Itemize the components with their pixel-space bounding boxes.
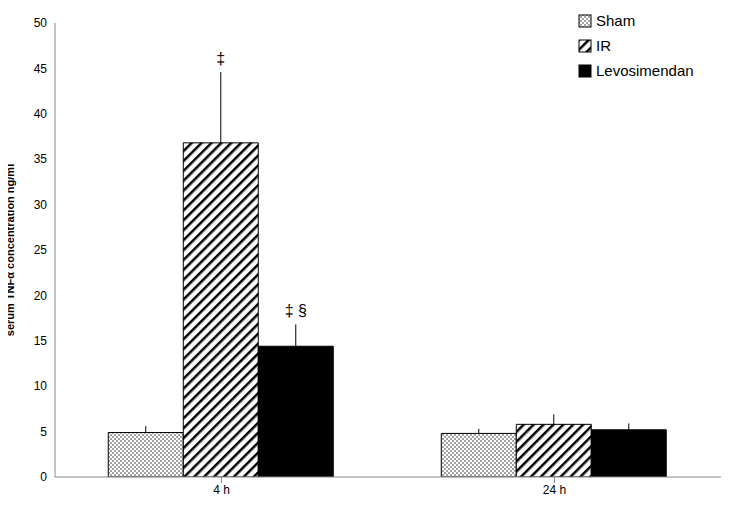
svg-text:serum TNFα concentration ng/ml: serum TNFα concentration ng/ml xyxy=(8,164,16,336)
svg-text:35: 35 xyxy=(34,152,48,166)
svg-text:30: 30 xyxy=(34,198,48,212)
svg-text:10: 10 xyxy=(34,379,48,393)
svg-text:50: 50 xyxy=(34,16,48,30)
svg-text:40: 40 xyxy=(34,107,48,121)
svg-text:24 h: 24 h xyxy=(543,483,566,497)
svg-text:4 h: 4 h xyxy=(213,483,230,497)
svg-text:25: 25 xyxy=(34,243,48,257)
html-text:IR: IR xyxy=(596,37,611,54)
svg-text:0: 0 xyxy=(40,470,47,484)
svg-text:5: 5 xyxy=(40,425,47,439)
svg-text:45: 45 xyxy=(34,62,48,76)
svg-text:‡: ‡ xyxy=(216,50,225,67)
html-text:Sham: Sham xyxy=(596,12,636,29)
svg-text:15: 15 xyxy=(34,334,48,348)
html-text:Levosimendan: Levosimendan xyxy=(596,62,694,79)
svg-text:20: 20 xyxy=(34,289,48,303)
svg-text:‡ §: ‡ § xyxy=(285,302,307,319)
